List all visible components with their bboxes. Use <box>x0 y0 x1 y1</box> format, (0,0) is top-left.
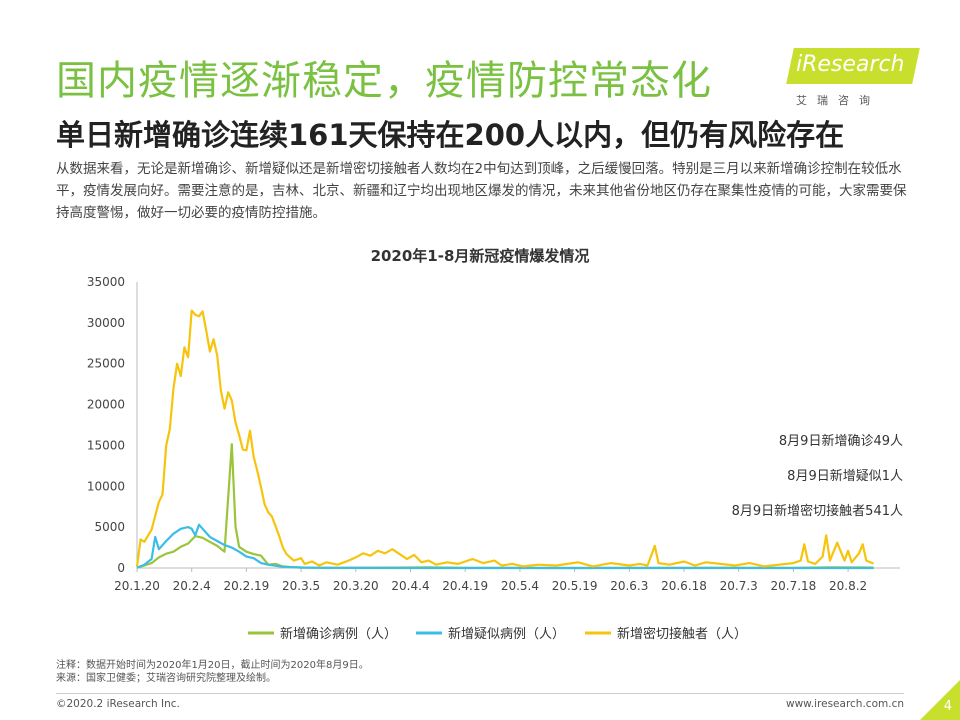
x-tick-label-8: 20.5.19 <box>552 579 598 593</box>
footer-copyright: ©2020.2 iResearch Inc. <box>56 698 180 710</box>
footnote-note: 注释：数据开始时间为2020年1月20日，截止时间为2020年8月9日。 来源：… <box>56 659 369 685</box>
x-tick-label-3: 20.3.5 <box>282 579 320 593</box>
epidemic-chart: 2020年1-8月新冠疫情爆发情况 0 5000 10000 15000 20000 250… <box>87 247 903 642</box>
series-line-1 <box>136 523 874 570</box>
y-tick-label-3: 15000 <box>87 438 125 452</box>
x-tick-label-4: 20.3.20 <box>333 579 379 593</box>
y-tick-label-5: 25000 <box>87 357 125 371</box>
x-tick-label-6: 20.4.19 <box>442 579 488 593</box>
page-number: 4 <box>943 699 952 714</box>
x-tick-label-1: 20.2.4 <box>173 579 211 593</box>
iresearch-logo: iResearch 艾瑞咨询 <box>786 48 920 112</box>
y-tick-label-4: 20000 <box>87 398 125 412</box>
page-corner-decoration <box>920 680 960 720</box>
x-tick-label-9: 20.6.3 <box>610 579 648 593</box>
y-tick-label-1: 5000 <box>94 520 125 534</box>
legend-label-0: 新增确诊病例（人） <box>280 626 397 642</box>
annotation-1: 8月9日新增疑似1人 <box>787 468 903 484</box>
page-title: 国内疫情逐渐稳定，疫情防控常态化 <box>56 58 712 104</box>
x-tick-label-5: 20.4.4 <box>391 579 429 593</box>
y-tick-label-7: 35000 <box>87 275 125 289</box>
footnote-source-text: 来源：国家卫健委；艾瑞咨询研究院整理及绘制。 <box>56 673 276 684</box>
y-tick-label-6: 30000 <box>87 316 125 330</box>
logo-name: iResearch <box>796 52 905 77</box>
legend-label-2: 新增密切接触者（人） <box>617 626 747 642</box>
y-tick-label-2: 10000 <box>87 479 125 493</box>
x-tick-label-11: 20.7.3 <box>720 579 758 593</box>
footnote-note-text: 注释：数据开始时间为2020年1月20日，截止时间为2020年8月9日。 <box>56 660 369 671</box>
footer-url[interactable]: www.iresearch.com.cn <box>785 698 904 710</box>
series-line-2 <box>135 309 875 568</box>
body-paragraph: 从数据来看，无论是新增确诊、新增疑似还是新增密切接触者人数均在2中旬达到顶峰，之… <box>56 161 907 221</box>
legend-label-1: 新增疑似病例（人） <box>448 626 565 642</box>
page-subtitle: 单日新增确诊连续161天保持在200人以内，但仍有风险存在 <box>56 118 845 152</box>
footer-divider <box>56 693 904 694</box>
chart-title: 2020年1-8月新冠疫情爆发情况 <box>371 247 590 265</box>
x-tick-label-0: 20.1.20 <box>114 579 160 593</box>
x-tick-label-2: 20.2.19 <box>223 579 269 593</box>
annotation-0: 8月9日新增确诊49人 <box>779 433 903 449</box>
annotation-2: 8月9日新增密切接触者541人 <box>732 503 903 519</box>
x-tick-label-12: 20.7.18 <box>770 579 816 593</box>
x-tick-label-13: 20.8.2 <box>829 579 867 593</box>
x-tick-label-7: 20.5.4 <box>501 579 539 593</box>
x-tick-label-10: 20.6.18 <box>661 579 707 593</box>
chart-container: 2020年1-8月新冠疫情爆发情况 0 5000 10000 15000 20000 250… <box>0 235 960 660</box>
logo-subtitle: 艾瑞咨询 <box>796 94 880 107</box>
y-tick-label-0: 0 <box>117 561 125 575</box>
